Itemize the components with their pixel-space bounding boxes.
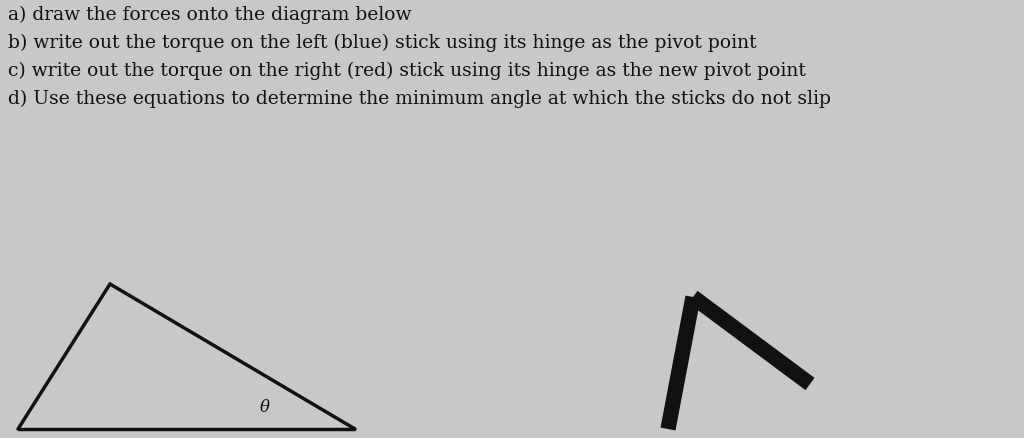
Text: b) write out the torque on the left (blue) stick using its hinge as the pivot po: b) write out the torque on the left (blu… bbox=[8, 34, 757, 52]
Text: θ: θ bbox=[260, 399, 270, 416]
Text: c) write out the torque on the right (red) stick using its hinge as the new pivo: c) write out the torque on the right (re… bbox=[8, 62, 806, 80]
Text: a) draw the forces onto the diagram below: a) draw the forces onto the diagram belo… bbox=[8, 6, 412, 24]
Text: d) Use these equations to determine the minimum angle at which the sticks do not: d) Use these equations to determine the … bbox=[8, 90, 831, 108]
